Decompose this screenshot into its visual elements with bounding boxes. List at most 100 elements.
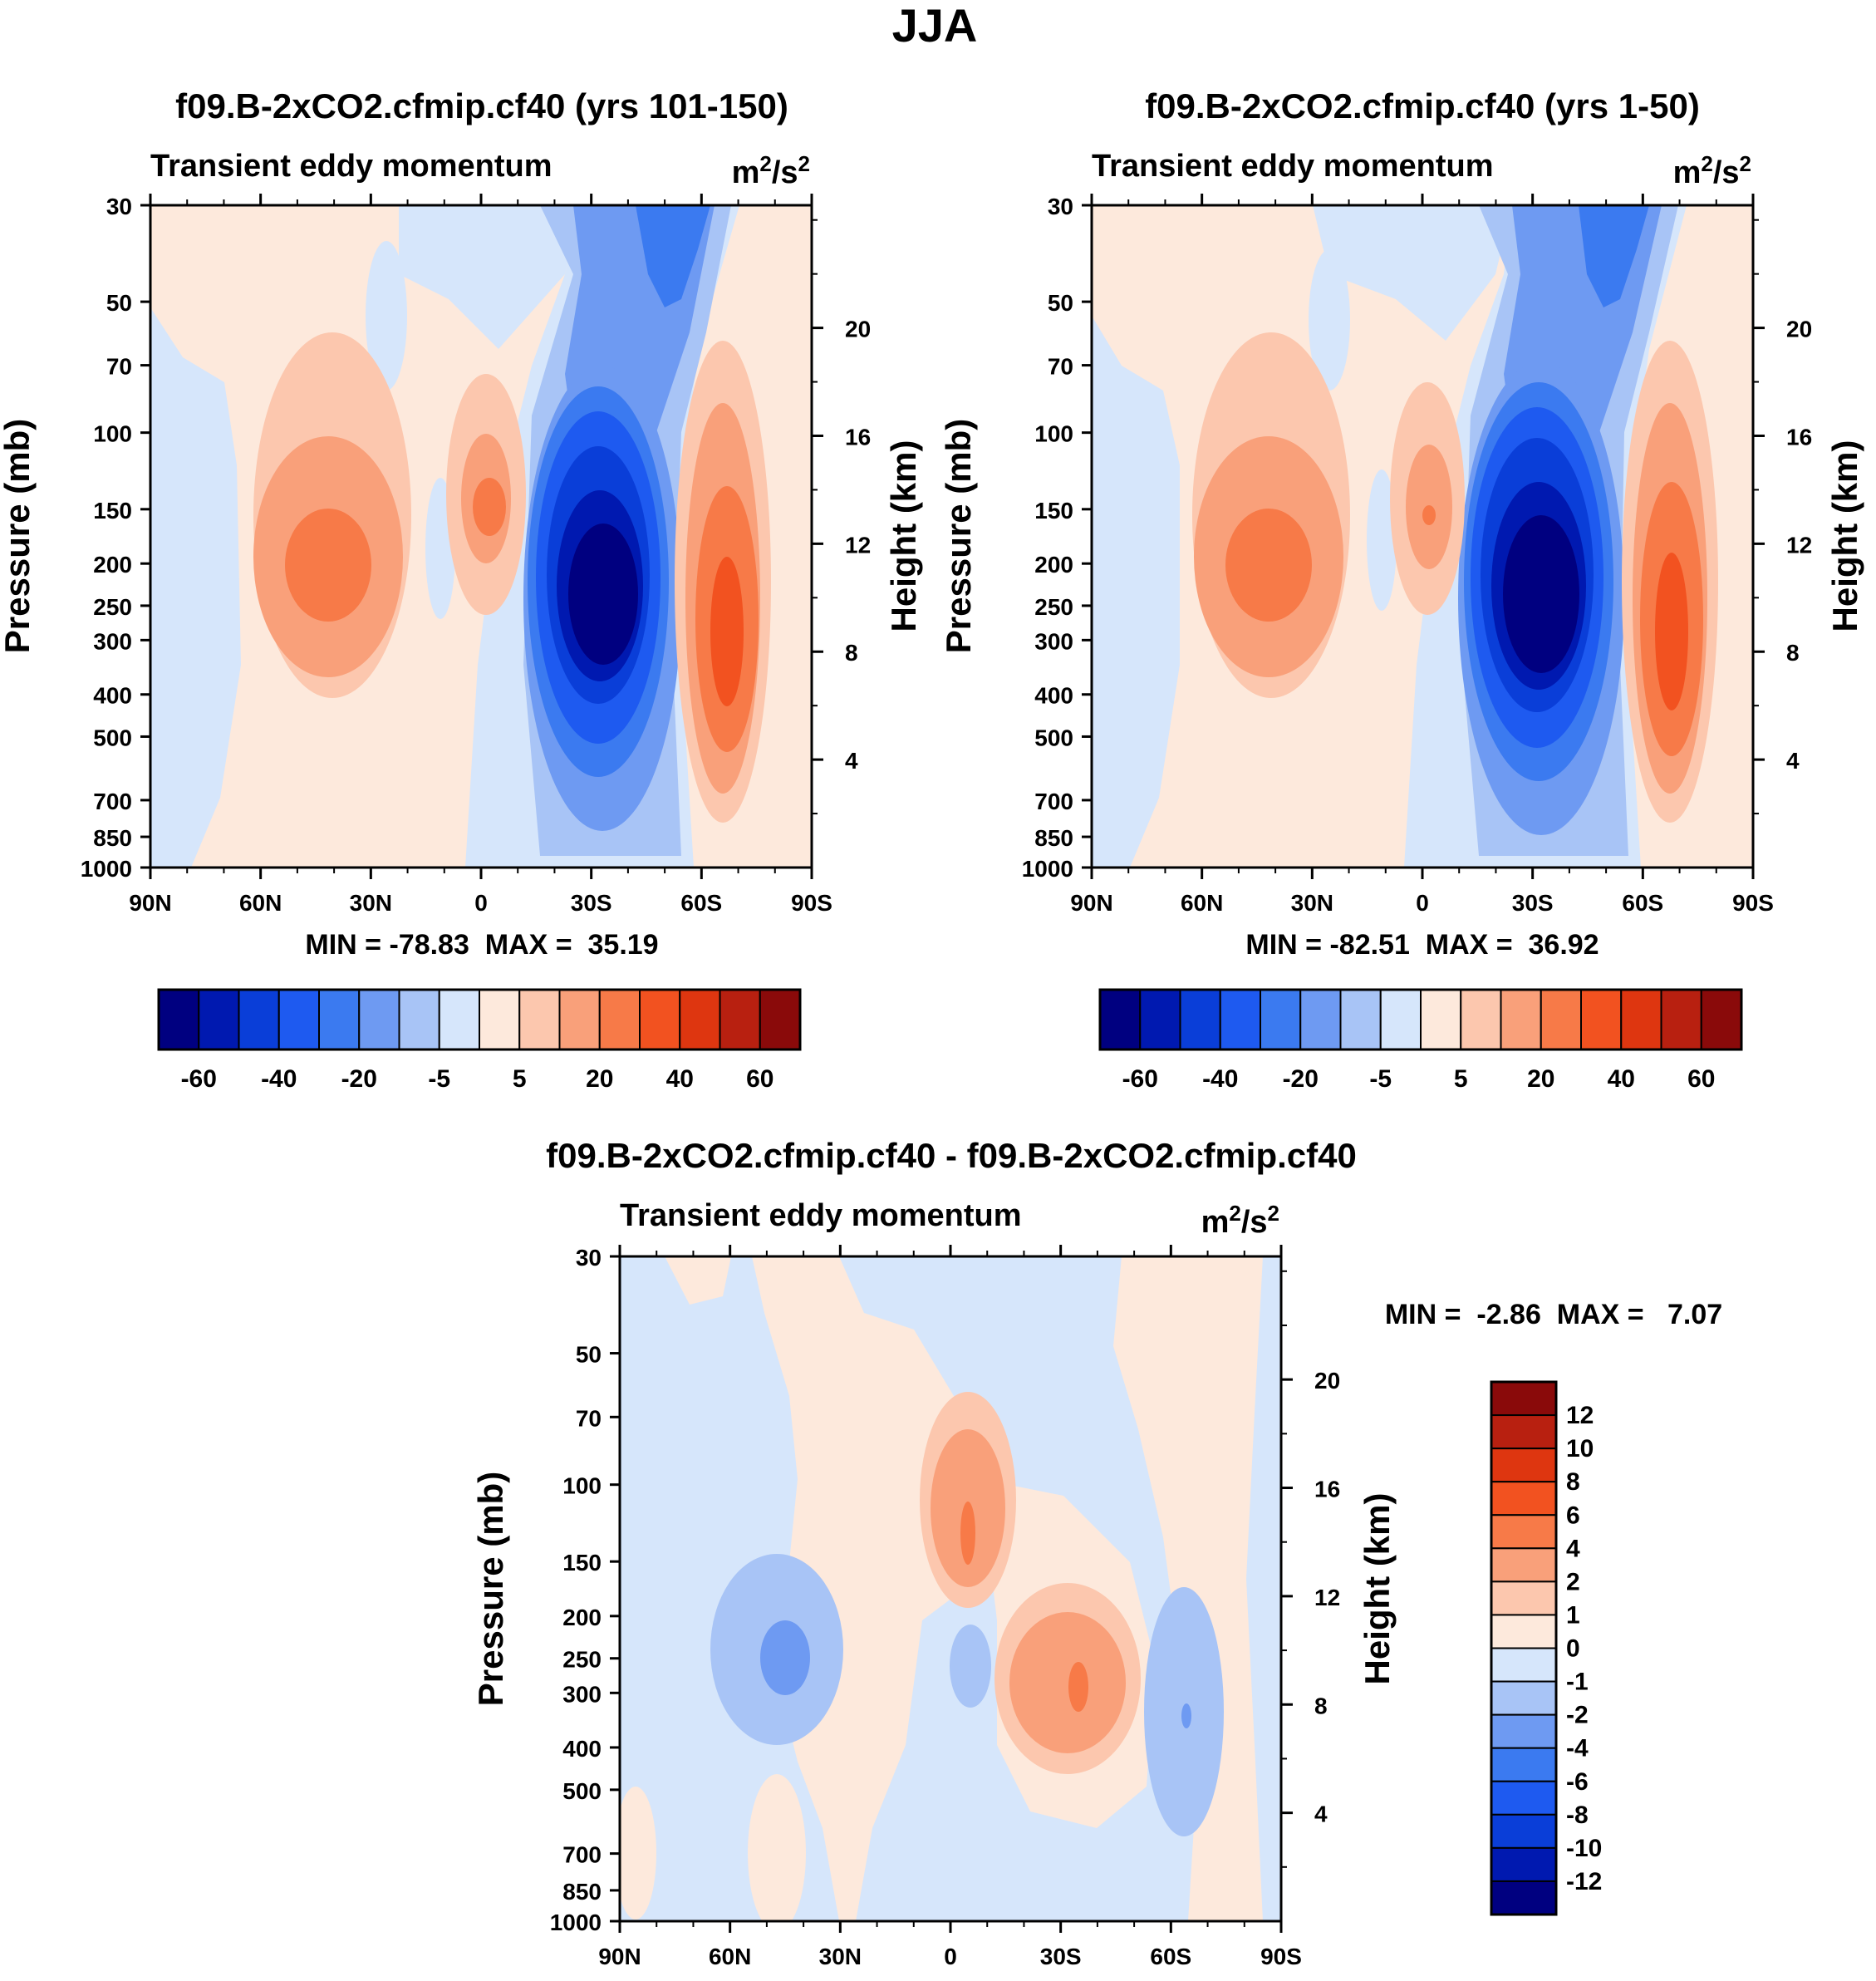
colorbar-swatch [759,989,801,1050]
y2-axis-label: Height (km) [884,440,923,632]
y-tick-label: 400 [1034,683,1073,709]
colorbar-label: -1 [1566,1669,1589,1696]
y-tick-label: 400 [562,1736,602,1762]
y-tick-label: 850 [562,1879,602,1905]
contour-neg-small [1367,469,1397,611]
y-tick-label: 250 [562,1647,602,1673]
panel-top-left: f09.B-2xCO2.cfmip.cf40 (yrs 101-150) Tra… [0,86,923,1093]
colorbar-label: 6 [1566,1502,1580,1529]
colorbar-swatch [679,989,721,1050]
colorbar-label: 20 [586,1065,613,1093]
colorbar-frame [1490,1380,1558,1916]
figure-title: JJA [892,0,978,52]
y-tick-label: 1000 [1022,856,1073,882]
y2-tick-label: 4 [1314,1802,1328,1827]
x-tick-label: 90N [129,890,171,916]
colorbar-swatch [318,989,361,1050]
contour-neg-blob [1309,249,1350,391]
y-tick-label: 200 [1034,552,1073,578]
y2-tick-label: 16 [1786,424,1812,450]
colorbar-label: -2 [1566,1702,1589,1729]
colorbar-label: -5 [1369,1065,1392,1093]
contour-neg-blob [366,241,407,391]
units-label: m2/s2 [732,151,810,190]
colorbar-swatch [1490,1747,1557,1782]
y-tick-label: 250 [93,594,132,620]
contour-pos-eq-c [960,1502,975,1565]
y-tick-label: 150 [1034,498,1073,524]
colorbar-swatch [1460,989,1502,1050]
x-tick-label: 0 [474,890,488,916]
contour-neg-nh-b [760,1620,810,1695]
contour-neg-upper [1313,205,1512,341]
y-tick-label: 500 [562,1778,602,1804]
y2-tick-label: 20 [1786,317,1812,342]
colorbar-swatch [1490,1481,1557,1516]
contour-pos-1c [1225,509,1312,622]
colorbar-frame [157,988,802,1051]
colorbar-swatch [158,989,200,1050]
colorbar-label: 60 [746,1065,773,1093]
y-tick-label: 50 [576,1342,602,1368]
colorbar-label: -60 [181,1065,217,1093]
panel-subtitle: Transient eddy momentum [620,1198,1022,1233]
colorbar-swatch [1620,989,1662,1050]
y2-tick-label: 12 [1786,532,1812,558]
panel-title: f09.B-2xCO2.cfmip.cf40 (yrs 101-150) [175,86,788,125]
colorbar-swatch [1490,1713,1557,1749]
contour-pos-2c [473,478,506,536]
colorbar-swatch [1660,989,1702,1050]
y-tick-label: 200 [93,552,132,578]
y-tick-label: 30 [106,194,132,219]
y2-tick-label: 8 [1786,640,1800,666]
contour-pos-sh-c [1068,1662,1088,1712]
colorbar-swatch [1490,1547,1557,1583]
colorbar-label: 60 [1687,1065,1715,1093]
y2-tick-label: 16 [845,424,871,450]
x-tick-label: 90S [1732,890,1774,916]
panel-bottom: f09.B-2xCO2.cfmip.cf40 - f09.B-2xCO2.cfm… [471,1136,1722,1969]
colorbar-swatch [398,989,440,1050]
colorbar-label: 4 [1566,1535,1580,1562]
colorbar-swatch [1490,1780,1557,1816]
contour-neg-west [1092,316,1180,868]
colorbar-label: -40 [1202,1065,1238,1093]
y-tick-label: 1000 [81,856,132,882]
y-axis-label: Pressure (mb) [0,419,37,653]
y-tick-label: 700 [562,1842,602,1868]
colorbar-swatch [1339,989,1382,1050]
contour-neg-upper-core [636,205,710,307]
y-tick-label: 50 [106,290,132,316]
y-axis-label: Pressure (mb) [471,1472,510,1706]
contour-pos-1c [285,509,371,622]
colorbar-swatch [719,989,761,1050]
contour-neg-min [1503,515,1579,673]
y-tick-label: 1000 [550,1910,602,1935]
contour-field [1092,205,1753,868]
y-tick-label: 100 [562,1473,602,1499]
colorbar-label: 10 [1566,1435,1594,1462]
y-tick-label: 300 [562,1681,602,1707]
colorbar-swatch [558,989,601,1050]
colorbar-label: 12 [1566,1402,1594,1429]
y-tick-label: 500 [1034,725,1073,750]
colorbar-swatch [438,989,480,1050]
colorbar-swatch [1500,989,1542,1050]
contour-pos-3d [710,557,744,706]
y-tick-label: 850 [1034,825,1073,851]
colorbar-swatch [1490,1580,1557,1616]
colorbar-swatch [1490,1846,1557,1882]
colorbar: -60 -40 -20 -5 5 20 40 60 [1098,988,1743,1093]
x-tick-label: 30S [1040,1944,1082,1969]
y-tick-label: 100 [93,421,132,447]
colorbar-swatch [1260,989,1302,1050]
y-axis-label: Pressure (mb) [939,419,978,653]
y-tick-label: 400 [93,683,132,709]
x-tick-label: 60S [1622,890,1663,916]
colorbar-swatch [639,989,681,1050]
x-tick-label: 30N [819,1944,862,1969]
colorbar-label: 2 [1566,1568,1580,1595]
colorbar-swatch [1099,989,1142,1050]
colorbar-label: -4 [1566,1735,1589,1762]
y-tick-label: 30 [1048,194,1073,219]
